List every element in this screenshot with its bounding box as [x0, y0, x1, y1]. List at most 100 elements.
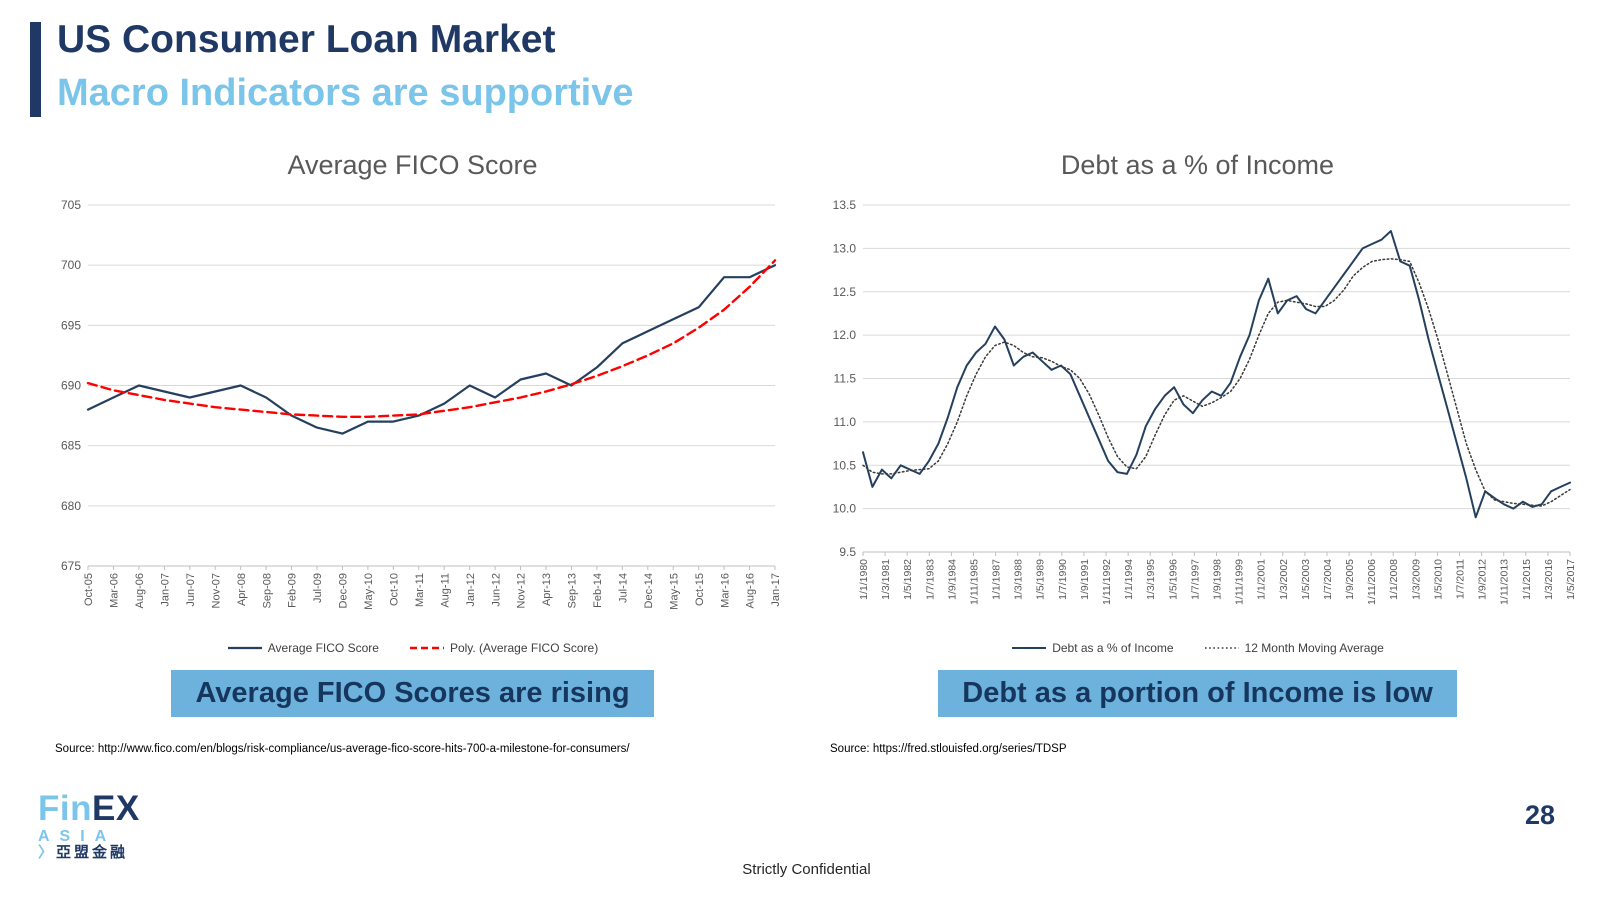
x-tick-label: 1/7/1990	[1057, 559, 1069, 600]
x-tick-label: Apr-13	[541, 573, 553, 606]
x-tick-label: Feb-09	[287, 573, 299, 608]
x-tick-label: 1/11/2006	[1366, 559, 1378, 605]
x-tick-label: Mar-06	[109, 573, 121, 608]
x-tick-label: 1/3/1995	[1145, 559, 1157, 600]
logo-fin-text: Fin	[38, 789, 92, 828]
x-tick-label: 1/7/1983	[924, 559, 936, 600]
x-tick-label: Jul-14	[618, 573, 630, 603]
x-tick-label: 1/5/2017	[1565, 559, 1577, 600]
debt-callout-wrap: Debt as a portion of Income is low	[815, 670, 1580, 717]
x-tick-label: 1/11/2013	[1499, 559, 1511, 605]
fico-score-chart: 675 680 685 690 695 700 705 Oct-05 Mar-06 Aug-06 J…	[61, 198, 782, 610]
fico-source-text: Source: http://www.fico.com/en/blogs/ris…	[55, 743, 630, 755]
y-tick-label: 690	[61, 379, 81, 393]
legend-label: Average FICO Score	[267, 641, 379, 655]
x-tick-label: Nov-07	[210, 573, 222, 608]
series-line-average-fico-score	[86, 264, 777, 435]
x-tick-label: 1/11/1992	[1101, 559, 1113, 605]
y-tick-label: 11.5	[834, 372, 857, 386]
y-tick-label: 13.0	[833, 241, 857, 255]
x-tick-label: Aug-06	[134, 573, 146, 608]
series-line-poly-average-fico-score	[86, 259, 777, 419]
series-line-12-month-moving-average	[862, 258, 1571, 507]
legend-line-swatch	[1204, 647, 1239, 649]
x-tick-label: 1/1/1980	[858, 559, 870, 600]
x-tick-label: 1/7/2004	[1322, 559, 1334, 600]
x-tick-label: 1/5/1982	[902, 559, 914, 600]
y-tick-label: 12.0	[833, 328, 857, 342]
x-tick-label: 1/3/1981	[880, 559, 892, 600]
x-tick-label: Apr-08	[236, 573, 248, 606]
fico-callout-wrap: Average FICO Scores are rising	[40, 670, 785, 717]
x-tick-label: May-15	[668, 573, 680, 610]
x-tick-label: Aug-16	[745, 573, 757, 608]
debt-income-chart: 9.5 10.0 10.5 11.0 11.5 12.0 12.5 13.0 13.5 1/1/1…	[833, 198, 1577, 605]
x-tick-label: Jan-12	[465, 573, 477, 607]
legend-line-swatch	[1012, 647, 1047, 649]
x-tick-label: Jan-17	[770, 573, 782, 607]
fico-callout: Average FICO Scores are rising	[171, 670, 654, 717]
y-tick-label: 700	[61, 258, 81, 272]
x-tick-label: Oct-15	[694, 573, 706, 606]
x-tick-label: 1/1/1994	[1123, 559, 1135, 600]
legend-item-average-fico-score: Average FICO Score	[227, 641, 379, 655]
x-tick-label: 1/3/1988	[1013, 559, 1025, 600]
x-tick-label: Sep-13	[567, 573, 579, 608]
x-tick-label: 1/7/2011	[1455, 559, 1467, 599]
x-tick-label: Oct-05	[83, 573, 95, 606]
debt-chart-legend: Debt as a % of Income 12 Month Moving Ave…	[815, 640, 1580, 656]
x-tick-label: 1/11/1985	[968, 559, 980, 605]
x-tick-label: Mar-16	[719, 573, 731, 608]
x-tick-label: Mar-11	[414, 573, 426, 607]
x-tick-label: 1/3/2016	[1543, 559, 1555, 600]
y-tick-label: 10.0	[833, 502, 857, 516]
x-tick-label: 1/9/1998	[1211, 559, 1223, 600]
page-subtitle: Macro Indicators are supportive	[57, 72, 634, 114]
y-tick-label: 685	[61, 439, 81, 453]
x-tick-label: Jun-07	[185, 573, 197, 607]
x-tick-label: 1/3/2002	[1278, 559, 1290, 600]
x-tick-label: Jun-12	[490, 573, 502, 607]
series-line-debt-as-a-of-income	[862, 230, 1571, 519]
page-title: US Consumer Loan Market	[57, 18, 556, 61]
legend-item-poly-average-fico-score: Poly. (Average FICO Score)	[409, 641, 598, 655]
y-tick-label: 11.0	[834, 415, 857, 429]
debt-chart-panel: Debt as a % of Income 9.5 10.0 10.5 11.0 11.…	[815, 150, 1580, 755]
x-tick-label: Jan-07	[160, 573, 172, 607]
y-tick-label: 12.5	[833, 285, 857, 299]
y-tick-label: 9.5	[839, 545, 856, 559]
x-tick-label: 1/5/2010	[1432, 559, 1444, 600]
fico-chart-panel: Average FICO Score 675 680 685 690 695 700 705…	[40, 150, 785, 755]
y-tick-label: 705	[61, 198, 81, 212]
x-tick-label: 1/1/1987	[991, 559, 1003, 600]
x-tick-label: 1/9/1984	[946, 559, 958, 600]
x-tick-label: 1/1/2001	[1256, 559, 1268, 600]
y-tick-label: 13.5	[833, 198, 857, 212]
logo-chevron-icon: 〉	[38, 844, 57, 862]
x-tick-label: 1/5/1989	[1035, 559, 1047, 600]
x-tick-label: Dec-14	[643, 573, 655, 608]
x-tick-label: Oct-10	[389, 573, 401, 606]
x-tick-label: 1/7/1997	[1189, 559, 1201, 600]
legend-line-swatch	[409, 646, 444, 650]
x-tick-label: 1/3/2009	[1410, 559, 1422, 600]
y-tick-label: 680	[61, 499, 81, 513]
x-tick-label: Aug-11	[439, 573, 451, 608]
y-tick-label: 695	[61, 318, 81, 332]
logo-chinese-text: 〉亞盟金融	[38, 844, 140, 862]
page-number: 28	[1524, 800, 1555, 830]
x-tick-label: Feb-14	[592, 573, 604, 608]
legend-label: Debt as a % of Income	[1052, 641, 1174, 655]
x-tick-label: 1/11/1999	[1234, 559, 1246, 605]
fico-chart-title: Average FICO Score	[287, 150, 538, 180]
legend-item-debt-as-a-of-income: Debt as a % of Income	[1011, 641, 1174, 655]
x-tick-label: Jul-09	[312, 573, 324, 603]
fico-chart-legend: Average FICO Score Poly. (Average FICO Sc…	[40, 640, 785, 656]
x-tick-label: 1/9/2012	[1477, 559, 1489, 600]
x-tick-label: 1/1/2015	[1521, 559, 1533, 600]
x-tick-label: Sep-08	[261, 573, 273, 608]
legend-item-12-month-moving-average: 12 Month Moving Average	[1204, 641, 1384, 655]
title-accent-bar	[30, 22, 41, 117]
logo-asia-text: ASIA	[38, 827, 117, 845]
